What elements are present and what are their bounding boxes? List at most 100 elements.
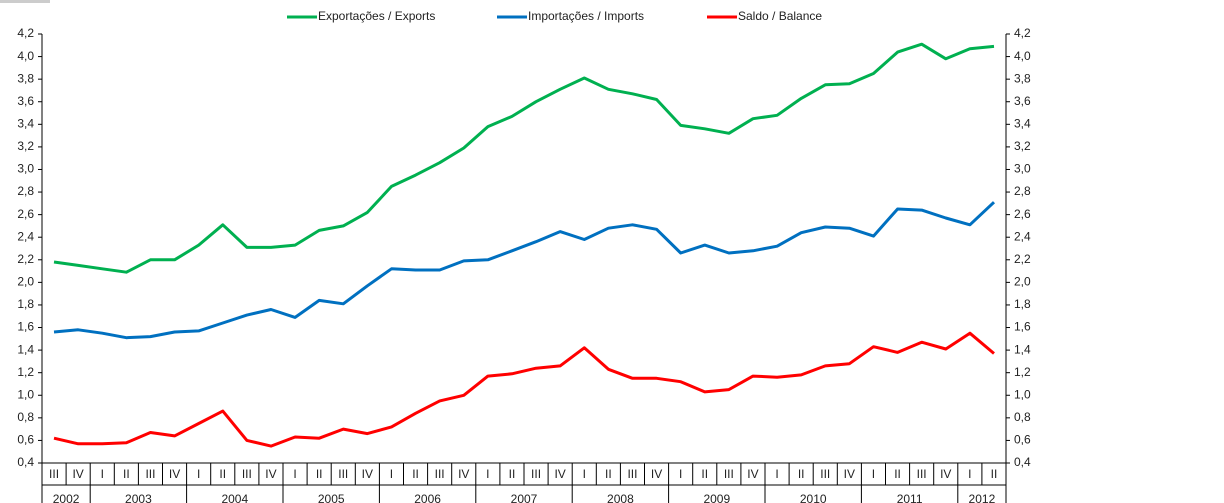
y-tick-label: 2,4 [17,229,34,243]
y2-tick-label: 3,2 [1014,139,1031,153]
year-label: 2011 [897,492,923,503]
x-tick-label: III [820,467,830,481]
x-tick-label: II [412,467,419,481]
x-tick-label: III [917,467,927,481]
x-tick-label: II [991,467,998,481]
x-tick-label: I [390,467,393,481]
y-tick-label: 1,0 [17,387,34,401]
y2-tick-label: 4,0 [1014,49,1031,63]
y2-tick-label: 3,0 [1014,162,1031,176]
x-tick-label: I [679,467,682,481]
y-tick-label: 4,2 [17,26,34,40]
y2-tick-label: 1,6 [1014,320,1031,334]
x-tick-label: I [486,467,489,481]
y-tick-label: 1,6 [17,320,34,334]
legend-label: Importações / Imports [528,9,644,23]
x-tick-label: IV [458,467,469,481]
y-tick-label: 0,8 [17,410,34,424]
x-tick-label: IV [651,467,662,481]
y2-tick-label: 2,4 [1014,229,1031,243]
y-tick-label: 2,0 [17,275,34,289]
x-tick-label: IV [940,467,951,481]
x-tick-label: I [197,467,200,481]
x-tick-label: IV [844,467,855,481]
x-tick-label: IV [72,467,83,481]
y-tick-label: 3,4 [17,116,34,130]
x-tick-label: I [872,467,875,481]
year-label: 2005 [318,492,345,503]
y-tick-label: 3,8 [17,71,34,85]
y-tick-label: 3,6 [17,94,34,108]
y2-tick-label: 2,6 [1014,207,1031,221]
x-tick-label: IV [265,467,276,481]
year-label: 2006 [414,492,441,503]
x-tick-label: I [583,467,586,481]
y2-tick-label: 0,8 [1014,410,1031,424]
y2-tick-label: 1,2 [1014,365,1031,379]
x-tick-label: I [775,467,778,481]
y2-tick-label: 1,8 [1014,297,1031,311]
y2-tick-label: 2,8 [1014,184,1031,198]
x-tick-label: I [293,467,296,481]
x-tick-label: III [435,467,445,481]
y2-tick-label: 3,6 [1014,94,1031,108]
y2-tick-label: 4,2 [1014,26,1031,40]
y-tick-label: 3,2 [17,139,34,153]
legend-label: Saldo / Balance [738,9,822,23]
y-tick-label: 1,8 [17,297,34,311]
x-tick-label: III [49,467,59,481]
y2-tick-label: 0,6 [1014,433,1031,447]
x-tick-label: III [531,467,541,481]
x-tick-label: IV [747,467,758,481]
y-tick-label: 1,2 [17,365,34,379]
x-tick-label: III [724,467,734,481]
top-bar [0,0,50,3]
y-tick-label: 1,4 [17,342,34,356]
y2-tick-label: 2,0 [1014,275,1031,289]
x-tick-label: I [101,467,104,481]
x-tick-label: II [894,467,901,481]
series-line [53,201,996,340]
y2-tick-label: 3,4 [1014,116,1031,130]
y-tick-label: 2,8 [17,184,34,198]
y2-tick-label: 1,4 [1014,342,1031,356]
x-tick-label: II [798,467,805,481]
x-tick-label: II [605,467,612,481]
y-tick-label: 0,4 [17,455,34,469]
year-label: 2002 [53,492,80,503]
year-label: 2004 [221,492,248,503]
year-label: 2008 [607,492,634,503]
legend-label: Exportações / Exports [318,9,435,23]
series-line [53,42,995,274]
year-label: 2012 [969,492,996,503]
x-tick-label: I [968,467,971,481]
y-tick-label: 2,2 [17,252,34,266]
x-tick-label: II [701,467,708,481]
year-label: 2009 [703,492,730,503]
y-tick-label: 2,6 [17,207,34,221]
x-tick-label: III [627,467,637,481]
y-tick-label: 4,0 [17,49,34,63]
x-tick-label: IV [362,467,373,481]
x-tick-label: II [509,467,516,481]
year-label: 2007 [511,492,538,503]
x-tick-label: IV [554,467,565,481]
year-label: 2003 [125,492,152,503]
y2-tick-label: 1,0 [1014,387,1031,401]
y-tick-label: 3,0 [17,162,34,176]
series-line [53,331,995,448]
y2-tick-label: 2,2 [1014,252,1031,266]
y2-tick-label: 0,4 [1014,455,1031,469]
x-tick-label: III [242,467,252,481]
y-tick-label: 0,6 [17,433,34,447]
x-tick-label: II [219,467,226,481]
x-tick-label: III [145,467,155,481]
x-tick-label: III [338,467,348,481]
y2-tick-label: 3,8 [1014,71,1031,85]
x-tick-label: II [316,467,323,481]
x-tick-label: II [123,467,130,481]
x-tick-label: IV [169,467,180,481]
year-label: 2010 [800,492,827,503]
